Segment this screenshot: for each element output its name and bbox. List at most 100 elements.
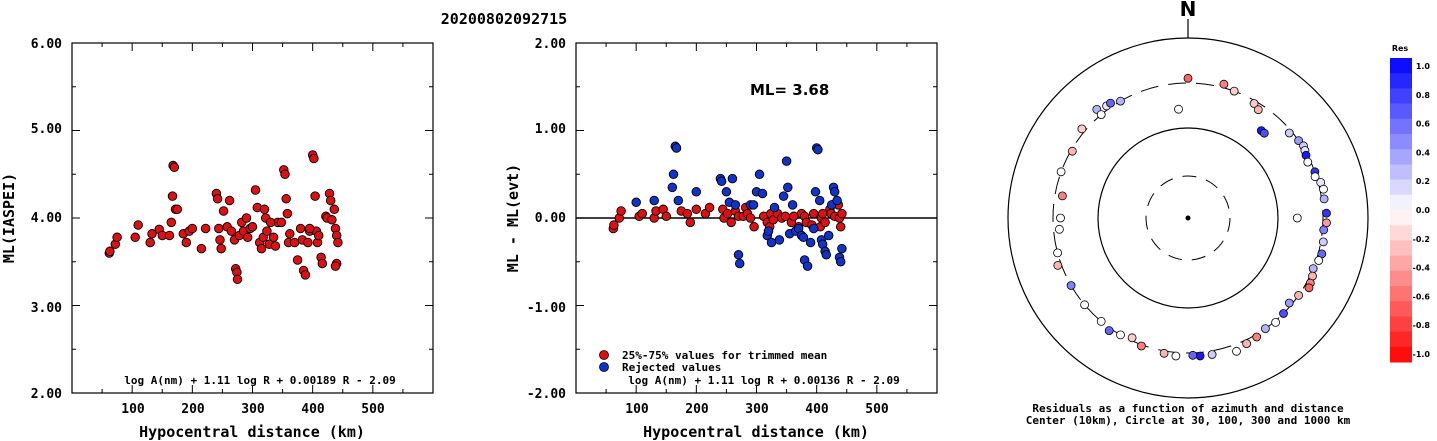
colorbar-swatch: [1390, 301, 1412, 317]
polar-station-point: [1304, 283, 1314, 293]
station-point: [224, 195, 235, 206]
mid-ytick-2: 2.00: [535, 37, 566, 52]
station-point: [169, 162, 180, 173]
station-point: [181, 237, 192, 248]
polar-station-point: [1104, 326, 1114, 336]
station-point: [215, 235, 225, 245]
polar-station-point: [1055, 224, 1064, 234]
mid-xtick-100: 100: [625, 402, 649, 417]
station-point: [325, 195, 336, 206]
station-point: [691, 204, 702, 215]
station-point: [309, 153, 319, 164]
colorbar-swatch: [1390, 331, 1412, 348]
polar-caption-line1: Residuals as a function of azimuth and d…: [1032, 402, 1344, 415]
polar-station-point: [1058, 191, 1067, 201]
station-point: [282, 208, 293, 219]
mid-xtick-400: 400: [805, 402, 829, 417]
station-point: [317, 258, 328, 269]
polar-station-point: [1294, 290, 1303, 300]
colorbar-title: Res: [1392, 44, 1409, 53]
polar-station-point: [1261, 324, 1270, 334]
middle-ticks: [576, 43, 937, 393]
station-point: [216, 243, 226, 254]
colorbar-swatch: [1390, 210, 1412, 226]
station-point: [310, 191, 320, 201]
polar-station-point: [1159, 348, 1169, 358]
station-point: [685, 217, 696, 228]
station-point: [333, 237, 343, 248]
polar-station-point: [1279, 309, 1288, 318]
colorbar-swatch: [1390, 240, 1412, 257]
polar-station-point: [1174, 104, 1183, 114]
rejected-point: [774, 235, 785, 245]
station-point: [808, 208, 819, 219]
rejected-point: [766, 237, 777, 248]
station-point: [256, 243, 267, 254]
station-point: [212, 194, 223, 204]
station-point: [112, 232, 122, 243]
rejected-point: [649, 195, 659, 206]
colorbar-tick-label: -0.6: [1413, 292, 1431, 301]
station-point: [262, 226, 272, 236]
station-point: [280, 169, 290, 180]
left-xtick-500: 500: [361, 402, 385, 417]
station-point: [196, 243, 207, 254]
rejected-point: [787, 200, 798, 210]
polar-station-point: [1318, 237, 1328, 247]
left-xtick-300: 300: [241, 402, 265, 417]
rejected-point: [802, 261, 813, 271]
polar-station-point: [1322, 208, 1331, 218]
right-panel: N Residuals as a function of azimuth and…: [1007, 0, 1431, 427]
polar-station-point: [1137, 341, 1146, 351]
colorbar-swatch: [1390, 270, 1412, 287]
polar-station-point: [1303, 157, 1313, 167]
colorbar-swatch: [1390, 134, 1412, 150]
station-point: [327, 215, 337, 225]
station-point: [242, 232, 253, 243]
polar-station-point: [1116, 96, 1125, 106]
station-point: [164, 230, 175, 241]
left-ylabel: ML(IASPEI): [0, 173, 18, 263]
ml-value: ML= 3.68: [750, 81, 829, 99]
station-point: [130, 232, 140, 243]
rejected-point: [754, 169, 765, 180]
polar-station-point: [1308, 264, 1318, 274]
rejected-point: [781, 156, 792, 166]
rejected-point: [829, 187, 840, 197]
mid-ytick-m1: -1.00: [527, 301, 566, 316]
station-point: [835, 222, 846, 232]
left-panel: 6.00 5.00 4.00 3.00 2.00 100 200 300 400…: [0, 37, 434, 441]
station-point: [167, 191, 178, 201]
rejected-point: [673, 195, 684, 206]
epicenter-dot: [1185, 215, 1191, 221]
station-point: [304, 223, 315, 234]
rejected-point: [805, 237, 816, 248]
rejected-point: [821, 250, 832, 260]
colorbar-swatch: [1390, 103, 1412, 120]
station-point: [313, 230, 324, 241]
rejected-point: [748, 200, 759, 210]
polar-station-point: [1310, 172, 1320, 182]
rejected-point: [814, 195, 825, 206]
left-plot-frame: [71, 42, 434, 394]
figure-title: 20200802092715: [441, 10, 567, 28]
rejected-point: [798, 232, 809, 243]
polar-points: [1053, 73, 1331, 361]
mid-ytick-1: 1.00: [535, 122, 566, 137]
station-point: [241, 213, 252, 223]
polar-station-point: [1053, 248, 1062, 258]
polar-station-point: [1259, 128, 1269, 138]
polar-station-point: [1319, 194, 1329, 204]
polar-station-point: [1096, 110, 1106, 119]
colorbar-swatch: [1390, 346, 1412, 363]
station-point: [166, 217, 177, 228]
left-formula: log A(nm) + 1.11 log R + 0.00189 R - 2.0…: [124, 374, 396, 387]
polar-station-point: [1106, 98, 1115, 108]
left-xlabel: Hypocentral distance (km): [139, 423, 365, 441]
circle-300km: [1052, 82, 1324, 354]
circle-1000km: [1007, 37, 1369, 399]
polar-station-point: [1116, 330, 1125, 340]
circle-30km: [1145, 175, 1231, 261]
colorbar-swatch: [1390, 88, 1412, 105]
polar-station-point: [1077, 124, 1087, 134]
